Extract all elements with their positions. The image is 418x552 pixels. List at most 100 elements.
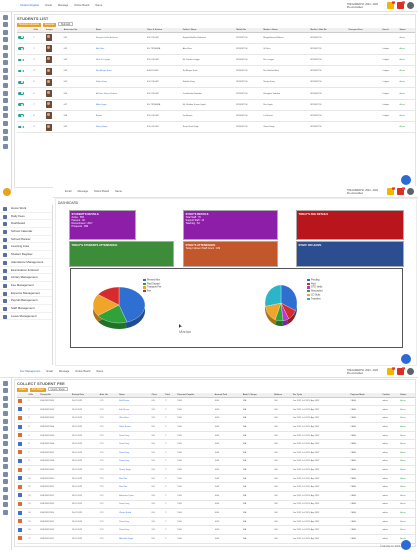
- cell[interactable]: Nitish Kumar: [118, 422, 152, 432]
- status-toggle[interactable]: [17, 47, 24, 50]
- table-row[interactable]: 5 FEE/2023/2005 20-07-2023 1.75 Nanu Kuzg 8 B…: [17, 431, 415, 441]
- rail-icon[interactable]: [3, 486, 8, 492]
- print-icon[interactable]: [17, 484, 22, 489]
- menu-item[interactable]: Notice Board: [94, 190, 110, 193]
- rail-icon[interactable]: [3, 441, 8, 447]
- menu-item[interactable]: Name: [95, 4, 103, 7]
- print-icon[interactable]: [17, 527, 22, 532]
- status-toggle[interactable]: [17, 92, 24, 95]
- cell[interactable]: Nanu Kuzg: [118, 457, 152, 467]
- cell[interactable]: Abhishek Singh: [118, 534, 152, 544]
- cell[interactable]: admin: [381, 517, 400, 527]
- table-row[interactable]: 13 FEE/2023/2013 20-07-2023 1.75 Nanu Kuzg 8 …: [17, 500, 415, 510]
- column-header[interactable]: S.No: [27, 393, 40, 398]
- rail-icon[interactable]: [3, 479, 8, 485]
- cell[interactable]: Nowyou Kekilat Aashiraa: [95, 32, 147, 44]
- table-row[interactable]: 2 002 Mei Khan 8 H TRNSHRA Alex Khan 88765677…: [17, 43, 415, 55]
- pie-slice[interactable]: [280, 284, 298, 311]
- status-toggle[interactable]: [17, 80, 24, 84]
- chat-icon[interactable]: [401, 540, 411, 550]
- rail-icon[interactable]: [3, 380, 8, 386]
- table-row[interactable]: 7 FEE/2023/2007 20-07-2023 1.75 Nanu Kuzg 8 H…: [17, 448, 415, 458]
- cell[interactable]: Ashimara Tapita: [118, 491, 152, 501]
- menu-item[interactable]: Email: [65, 190, 72, 193]
- status-toggle[interactable]: [17, 125, 24, 129]
- rail-icon[interactable]: [3, 448, 8, 454]
- cell[interactable]: Edit Khona: [118, 405, 152, 415]
- menu-item[interactable]: Notice Board: [75, 370, 91, 373]
- table-row[interactable]: 12 FEE/2023/2012 20-07-2023 1.75 Ashimara Ta…: [17, 491, 415, 501]
- table-row[interactable]: 3 FEE/2023/2003 20-07-2023 1.75 Wasi Khan 8 B…: [17, 414, 415, 424]
- sidebar-item[interactable]: Student Register: [0, 251, 52, 259]
- rail-icon[interactable]: [3, 509, 8, 515]
- menu-item[interactable]: Message: [77, 190, 89, 193]
- collect-button[interactable]: Collect: [17, 388, 29, 392]
- sidebar-item[interactable]: Library Management: [0, 274, 52, 282]
- column-header[interactable]: Images: [45, 28, 64, 33]
- cell[interactable]: admin: [381, 525, 400, 535]
- status-toggle[interactable]: [17, 69, 24, 73]
- column-header[interactable]: [17, 393, 28, 398]
- table-row[interactable]: 9 FEE/2023/2009 20-07-2023 1.75 Neeraj Singh…: [17, 465, 415, 475]
- cell[interactable]: Nanu Kuzg: [118, 439, 152, 450]
- cell[interactable]: admin: [381, 431, 400, 441]
- print-icon[interactable]: [17, 424, 22, 429]
- table-row[interactable]: 4 FEE/2023/2004 20-07-2023 1.75 Nitish Kumar…: [17, 422, 415, 432]
- sidebar-item[interactable]: Learning Area: [0, 243, 52, 252]
- dashboard-card[interactable]: STAFF'S DETAILS Total Staff : 76 Support S…: [183, 210, 278, 240]
- rail-icon[interactable]: [3, 471, 8, 477]
- rail-icon[interactable]: [3, 120, 8, 126]
- menu-item[interactable]: Email: [46, 370, 53, 373]
- notification-icon[interactable]: 2: [387, 187, 395, 195]
- column-header[interactable]: Transport Fees: [347, 28, 382, 33]
- column-header[interactable]: Receipt No: [39, 393, 72, 398]
- column-header[interactable]: Mother's Name: [262, 28, 310, 33]
- alert-icon[interactable]: 1: [397, 1, 405, 9]
- cell[interactable]: Nafinu Kuzg: [95, 76, 147, 89]
- status-toggle[interactable]: [17, 58, 24, 62]
- table-row[interactable]: 15 FEE/2023/2015 20-07-2023 1.75 Nanu Kuzg 8 …: [17, 517, 415, 527]
- rail-icon[interactable]: [3, 60, 8, 66]
- print-icon[interactable]: [17, 536, 22, 541]
- cell[interactable]: admin: [381, 500, 400, 510]
- print-icon[interactable]: [17, 415, 22, 420]
- cell[interactable]: admin: [381, 439, 400, 450]
- print-icon[interactable]: [17, 519, 22, 524]
- menu-item[interactable]: Message: [58, 370, 70, 373]
- admission-button[interactable]: Students Admission: [17, 23, 42, 27]
- column-header[interactable]: Discount Payable: [176, 393, 215, 398]
- table-row[interactable]: 3 003 Nivid Kr Langpe 8 H FOLDER Mr. Sunder …: [17, 54, 415, 67]
- cell[interactable]: Nanu Kuzg: [118, 517, 152, 527]
- cell[interactable]: Nivid Kr Langpe: [95, 54, 147, 67]
- cell[interactable]: Nanu Kuzg: [118, 525, 152, 535]
- sidebar-item[interactable]: Fee Management: [0, 282, 52, 290]
- cell[interactable]: Ekhtiara Vikram Salimar: [95, 87, 147, 100]
- notification-icon[interactable]: 2: [387, 367, 395, 375]
- cell[interactable]: admin: [381, 422, 400, 432]
- avatar[interactable]: [407, 368, 414, 375]
- cell[interactable]: admin: [381, 534, 400, 544]
- column-header[interactable]: Status: [398, 28, 415, 33]
- pie-slice[interactable]: [97, 286, 120, 306]
- column-header[interactable]: Admission No: [63, 28, 96, 33]
- table-row[interactable]: 5 005 Nafinu Kuzg 8 H FOLDER Nirbakh Kuzg 887…: [17, 76, 415, 89]
- column-header[interactable]: Class & Section: [146, 28, 183, 33]
- table-row[interactable]: 2 FEE/2023/2002 20-07-2023 1.75 Edit Khona 8 …: [17, 405, 415, 415]
- column-header[interactable]: Adm. No: [99, 393, 119, 398]
- cell[interactable]: Nanu Kuzg: [118, 431, 152, 441]
- rail-icon[interactable]: [3, 44, 8, 50]
- rail-icon[interactable]: [3, 395, 8, 401]
- cell[interactable]: admin: [381, 482, 400, 493]
- sidebar-item[interactable]: Leave Management: [0, 313, 52, 321]
- dashboard-card[interactable]: STUDENT'S DETAILS Active : 853 Passout : 4…: [69, 210, 136, 240]
- rail-icon[interactable]: [3, 14, 8, 20]
- cell[interactable]: Wasi Khan: [118, 414, 152, 424]
- column-header[interactable]: Father's Name: [182, 28, 236, 33]
- column-header[interactable]: Payment Mode: [349, 393, 382, 398]
- cell[interactable]: Shri Bikajee Kunti: [95, 65, 147, 78]
- print-icon[interactable]: [17, 441, 22, 446]
- dashboard-card[interactable]: TODAY'S STUDENTS ATTENDANCE: [69, 241, 174, 267]
- table-row[interactable]: 9 009 Neeraj Singh 8 H FOLDER Sanjiv Ram Sin…: [17, 121, 415, 134]
- rail-icon[interactable]: [3, 67, 8, 73]
- table-row[interactable]: 1 001 Nowyou Kekilat Aashiraa 8 H FOLDER Saj…: [17, 32, 415, 44]
